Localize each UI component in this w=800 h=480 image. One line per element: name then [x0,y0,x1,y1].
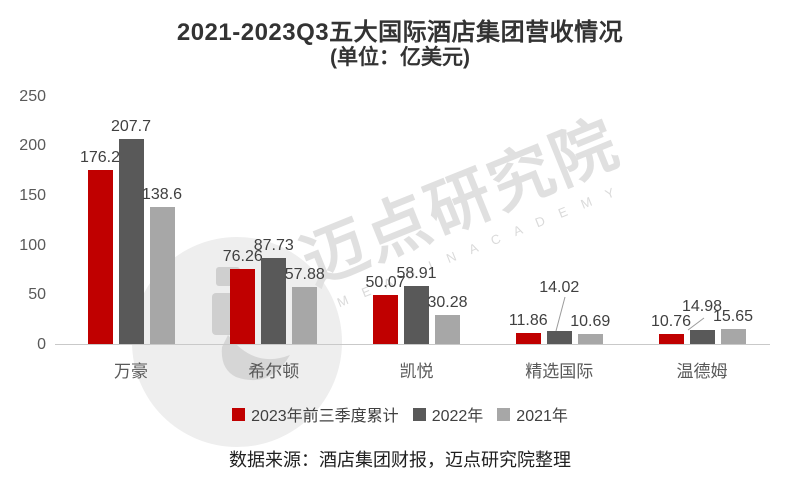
legend-item-2: 2022年 [412,402,484,426]
bar-group-3: 50.07 58.91 30.28 [365,265,468,345]
legend-label: 2022年 [431,408,484,425]
bar-series1-凯悦: 50.07 [365,274,406,345]
legend-swatch-icon [497,407,511,421]
legend-label: 2023年前三季度累计 [251,408,399,425]
bar-series3-希尔顿: 57.88 [285,266,325,345]
data-label: 30.28 [427,293,468,311]
y-axis-tick-label: 250 [19,87,46,105]
watermark: 迈点研究院 M E A D I N A C A D E M Y [292,106,636,316]
bar-series1-万豪: 176.2 [80,149,120,345]
bar-series1-精选国际: 11.86 [509,312,548,345]
data-source-note: 数据来源：酒店集团财报，迈点研究院整理 [229,450,571,470]
y-axis-tick-label: 150 [19,186,46,204]
bar-group-5: 10.76 14.98 15.65 [651,298,753,345]
bar-series2-凯悦: 58.91 [396,265,437,345]
bar-series3-凯悦: 30.28 [427,294,468,345]
bar-series2-万豪: 207.7 [111,118,151,345]
bar-group-4: 11.86 14.02 10.69 [509,279,610,345]
data-label: 10.76 [650,313,692,331]
bar-group-1: 176.2 207.7 138.6 [80,118,182,345]
bar-series1-温德姆: 10.76 [651,313,691,345]
bar-group-2: 76.26 87.73 57.88 [223,237,325,345]
legend-label: 2021年 [516,408,568,425]
data-label: 176.2 [79,148,121,166]
data-label: 87.73 [253,236,294,254]
data-label: 14.98 [681,298,723,316]
legend-swatch-icon [232,407,246,421]
data-label: 58.91 [396,265,437,283]
category-label-4: 精选国际 [525,362,594,381]
legend-swatch-icon [412,407,426,421]
bar-series2-温德姆: 14.98 [682,298,722,345]
y-axis-tick-label: 100 [19,236,46,254]
bar-series3-精选国际: 10.69 [570,313,610,345]
category-label-1: 万豪 [114,362,148,381]
y-axis-tick-label: 0 [37,336,46,353]
chart-title: 2021-2023Q3五大国际酒店集团营收情况 [176,19,624,46]
bar-series3-温德姆: 15.65 [713,308,753,345]
bar-series1-希尔顿: 76.26 [223,248,263,345]
legend-item-3: 2021年 [497,402,568,426]
data-label: 10.69 [570,313,611,331]
chart-unit-subtitle: (单位：亿美元) [330,46,470,69]
category-label-2: 希尔顿 [248,362,300,381]
data-label: 138.6 [141,186,183,204]
category-label-3: 凯悦 [399,362,434,381]
data-label: 15.65 [712,308,754,326]
data-label: 50.07 [365,274,406,292]
bar-series3-万豪: 138.6 [142,186,182,345]
data-label: 57.88 [284,266,325,284]
x-axis-line [55,344,770,345]
data-label: 11.86 [508,312,548,330]
leader-line [555,296,566,332]
y-axis-tick-label: 200 [19,137,46,155]
bar-series2-精选国际: 14.02 [539,279,579,345]
category-label-5: 温德姆 [676,362,728,381]
data-label: 207.7 [110,117,152,135]
y-axis-tick-label: 50 [28,286,46,304]
data-label: 76.26 [222,248,263,266]
legend: 2023年前三季度累计 2022年 2021年 [0,402,800,426]
bar-series2-希尔顿: 87.73 [254,237,294,345]
data-label: 14.02 [539,279,580,297]
legend-item-1: 2023年前三季度累计 [232,402,399,426]
